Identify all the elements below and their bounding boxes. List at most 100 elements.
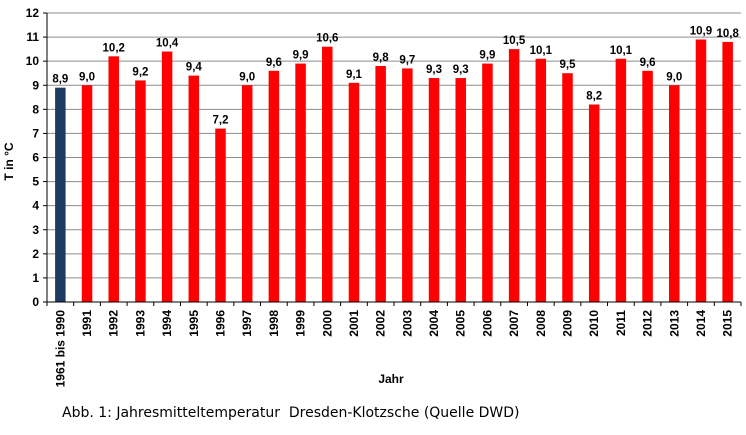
data-label: 9,7 bbox=[399, 54, 415, 66]
bar bbox=[402, 68, 413, 303]
bar bbox=[188, 75, 200, 302]
bar bbox=[562, 73, 573, 302]
data-label: 9,3 bbox=[453, 64, 469, 76]
bar bbox=[135, 80, 146, 302]
y-tick-label: 10 bbox=[26, 54, 40, 68]
x-tick-label: 2010 bbox=[587, 310, 601, 337]
x-tick-label: 2014 bbox=[694, 310, 708, 337]
bar bbox=[108, 56, 119, 302]
data-label: 10,2 bbox=[103, 42, 125, 54]
bar bbox=[375, 65, 386, 302]
x-tick-label: 2006 bbox=[480, 310, 494, 337]
data-label: 9,1 bbox=[346, 69, 363, 81]
bar bbox=[81, 85, 93, 302]
x-tick-label: 1995 bbox=[187, 310, 201, 337]
data-label: 10,4 bbox=[156, 38, 179, 50]
x-tick-label: 2002 bbox=[374, 310, 388, 337]
x-tick-label: 2000 bbox=[320, 310, 334, 337]
data-label: 10,1 bbox=[610, 45, 633, 57]
y-tick-label: 5 bbox=[32, 175, 39, 189]
x-tick-label: 1961 bis 1990 bbox=[53, 310, 67, 388]
data-label: 10,6 bbox=[316, 33, 338, 45]
data-label: 9,0 bbox=[239, 71, 255, 83]
data-label: 10,1 bbox=[530, 45, 553, 57]
x-tick-label: 2013 bbox=[667, 310, 681, 337]
y-tick-label: 8 bbox=[32, 102, 39, 116]
data-label: 9,9 bbox=[479, 50, 495, 62]
x-tick-label: 2008 bbox=[534, 310, 548, 337]
x-tick-label: 1991 bbox=[80, 310, 94, 337]
x-tick-label: 1992 bbox=[107, 310, 121, 337]
y-tick-label: 3 bbox=[32, 223, 39, 237]
bar bbox=[55, 87, 66, 303]
y-tick-label: 12 bbox=[26, 6, 40, 20]
bar bbox=[241, 85, 253, 302]
y-tick-label: 1 bbox=[32, 271, 39, 285]
bar bbox=[348, 82, 360, 302]
x-axis-label: Jahr bbox=[378, 372, 404, 386]
y-axis-label: T in °C bbox=[2, 142, 16, 180]
data-label: 9,2 bbox=[132, 66, 148, 78]
bar bbox=[268, 70, 280, 302]
y-tick-label: 11 bbox=[26, 30, 39, 44]
bar bbox=[669, 85, 680, 302]
bar bbox=[295, 63, 306, 303]
data-labels: 8,9 9,0 10,2 9,2 10,4 9,4 7,2 9,0 9,6 9,9 10,6 9,1 9… bbox=[52, 25, 739, 126]
bar bbox=[322, 46, 333, 302]
data-label: 8,9 bbox=[52, 74, 68, 86]
x-tick-label: 1993 bbox=[133, 310, 147, 337]
x-tick-label: 2001 bbox=[347, 310, 361, 337]
data-label: 9,6 bbox=[640, 57, 656, 69]
bar bbox=[215, 128, 226, 302]
bar bbox=[508, 49, 520, 302]
y-tick-label: 4 bbox=[32, 199, 39, 213]
bar bbox=[588, 104, 600, 303]
x-tick-label: 2009 bbox=[561, 310, 575, 337]
bar bbox=[615, 58, 627, 303]
bar bbox=[455, 78, 466, 303]
x-tick-label: 1999 bbox=[294, 310, 308, 337]
bar bbox=[161, 51, 173, 303]
x-tick-label: 2004 bbox=[427, 310, 441, 337]
data-label: 10,8 bbox=[716, 28, 739, 40]
bar bbox=[535, 58, 547, 303]
bar bbox=[642, 70, 653, 302]
data-label: 8,2 bbox=[586, 91, 602, 103]
bar bbox=[428, 78, 440, 303]
gridlines bbox=[47, 12, 741, 279]
data-label: 10,5 bbox=[503, 35, 526, 47]
x-tick-label: 2012 bbox=[641, 310, 655, 337]
y-tick-label: 2 bbox=[32, 247, 39, 261]
bar bbox=[695, 39, 707, 302]
data-label: 10,9 bbox=[690, 25, 712, 37]
x-tick-label: 2003 bbox=[400, 310, 414, 337]
data-label: 9,9 bbox=[293, 50, 309, 62]
data-label: 9,3 bbox=[426, 64, 442, 76]
data-label: 9,6 bbox=[266, 57, 282, 69]
x-tick-label: 1994 bbox=[160, 310, 174, 337]
bars bbox=[55, 39, 733, 303]
bar bbox=[722, 41, 733, 303]
bar bbox=[482, 63, 493, 303]
data-label: 9,0 bbox=[79, 71, 95, 83]
y-tick-label: 9 bbox=[32, 78, 39, 92]
y-tick-label: 6 bbox=[32, 151, 39, 165]
data-label: 9,5 bbox=[560, 59, 577, 71]
y-tick-label: 7 bbox=[32, 126, 39, 140]
data-label: 9,4 bbox=[186, 62, 203, 74]
x-tick-label: 2007 bbox=[507, 310, 521, 337]
y-tick-label: 0 bbox=[32, 295, 39, 309]
figure-caption: Abb. 1: Jahresmitteltemperatur Dresden-K… bbox=[62, 405, 520, 421]
x-tick-label: 2015 bbox=[721, 310, 735, 337]
x-tick-label: 2011 bbox=[614, 310, 628, 336]
data-label: 9,8 bbox=[373, 52, 390, 64]
x-tick-label: 2005 bbox=[454, 310, 468, 337]
data-label: 7,2 bbox=[213, 115, 229, 127]
data-label: 9,0 bbox=[666, 71, 682, 83]
x-tick-label: 1996 bbox=[214, 310, 228, 337]
x-tick-label: 1998 bbox=[267, 310, 281, 337]
x-tick-label: 1997 bbox=[240, 310, 254, 337]
x-axis-ticks: 1961 bis 1990 1991 1992 1993 1994 1995 1996 199… bbox=[46, 302, 742, 388]
